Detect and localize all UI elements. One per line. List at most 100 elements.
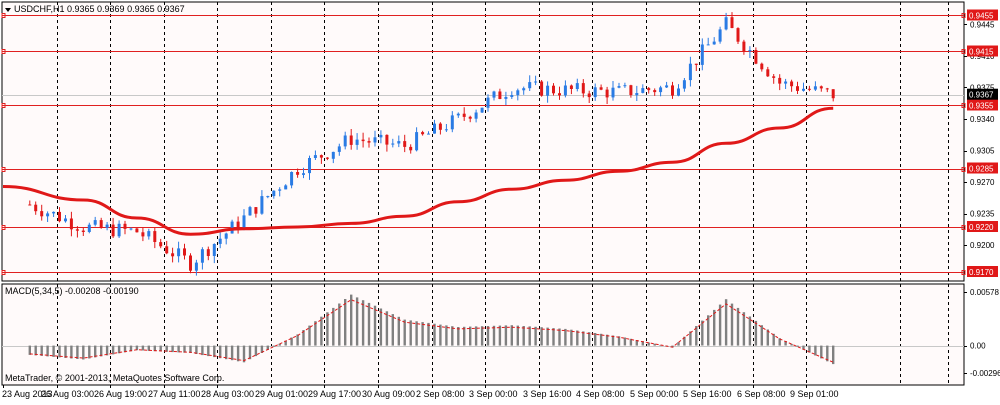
- macd-bar: [242, 345, 246, 363]
- candle-body: [284, 185, 288, 190]
- macd-bar: [344, 299, 347, 346]
- macd-bar: [713, 309, 716, 346]
- macd-bar: [320, 316, 323, 346]
- candle-body: [450, 115, 454, 130]
- macd-bar: [213, 345, 216, 358]
- macd-tick-label: 0.00: [970, 342, 986, 351]
- macd-bar: [784, 341, 787, 346]
- macd-bar: [611, 335, 615, 346]
- candle-body: [736, 28, 740, 42]
- symbol-header: USDCHF,H1 0.9365 0.9369 0.9365 0.9367: [14, 4, 185, 14]
- macd-bar: [445, 325, 448, 346]
- macd-bar: [498, 325, 502, 346]
- candle-body: [290, 172, 294, 186]
- macd-bar: [100, 345, 103, 357]
- macd-bar: [564, 328, 567, 346]
- candle-body: [99, 220, 103, 228]
- candle-body: [474, 112, 478, 119]
- macd-bar: [570, 329, 573, 346]
- candle-body: [28, 204, 32, 206]
- macd-bar: [123, 345, 127, 353]
- time-label: 27 Aug 11:00: [148, 389, 200, 399]
- macd-bar: [88, 345, 91, 359]
- candle-body: [462, 113, 466, 117]
- macd-bar: [28, 345, 31, 355]
- candle-body: [492, 91, 496, 98]
- candle-body: [260, 196, 264, 214]
- candle-body: [242, 215, 246, 229]
- candle-body: [123, 223, 127, 229]
- macd-bar: [599, 333, 603, 346]
- macd-bar: [52, 345, 55, 357]
- dropdown-triangle-icon[interactable]: [5, 8, 11, 12]
- macd-bar: [379, 308, 383, 346]
- time-label: 30 Aug 09:00: [362, 389, 415, 399]
- price-plot-area[interactable]: [1, 1, 965, 282]
- candle-body: [611, 87, 615, 98]
- macd-bar: [94, 345, 97, 358]
- candle-body: [593, 87, 597, 98]
- macd-bar: [641, 341, 644, 346]
- candle-body: [659, 87, 663, 93]
- macd-bar: [718, 304, 722, 346]
- current-price-label: 0.9367: [969, 91, 994, 100]
- candle-body: [671, 85, 674, 96]
- macd-bar: [302, 330, 305, 346]
- candle-body: [569, 85, 573, 89]
- candle-body: [784, 81, 788, 84]
- level-price-tag: [967, 221, 998, 232]
- macd-bar: [451, 326, 454, 346]
- candle-body: [111, 224, 115, 237]
- candle-body: [141, 232, 145, 237]
- candle-body: [64, 218, 67, 222]
- candle-body: [528, 82, 532, 89]
- level-price-tag: [967, 9, 998, 21]
- level-price-tag: [967, 99, 998, 111]
- candle-body: [189, 255, 192, 271]
- macd-bar: [46, 345, 49, 357]
- candle-body: [742, 41, 746, 52]
- candle-body: [581, 83, 585, 94]
- macd-bar: [647, 342, 650, 346]
- candle-body: [331, 151, 335, 159]
- macd-bar: [308, 325, 311, 346]
- level-price-tag: [967, 45, 998, 57]
- macd-bar: [748, 316, 752, 346]
- macd-bar: [546, 327, 549, 346]
- candle-body: [635, 93, 639, 96]
- candle-body: [546, 85, 550, 96]
- level-price-label: 0.9455: [969, 12, 994, 21]
- macd-bar: [82, 345, 85, 360]
- candle-body: [438, 123, 442, 130]
- macd-bar: [248, 345, 252, 360]
- candle-body: [700, 44, 704, 65]
- candle-body: [831, 89, 835, 99]
- price-tick-label: 0.9235: [970, 210, 995, 219]
- macd-bar: [754, 320, 758, 346]
- macd-bar: [70, 345, 73, 359]
- candle-body: [688, 63, 692, 81]
- candle-body: [206, 249, 210, 256]
- macd-bar: [796, 345, 799, 347]
- candle-body: [254, 207, 258, 214]
- macd-bar: [594, 333, 597, 346]
- candle-body: [480, 107, 484, 113]
- macd-bar: [34, 345, 37, 356]
- macd-bar: [165, 345, 168, 352]
- macd-bar: [582, 331, 585, 346]
- candle-body: [665, 85, 669, 88]
- candle-body: [87, 224, 91, 232]
- candle-body: [302, 173, 305, 175]
- macd-bar: [474, 326, 478, 346]
- candle-body: [819, 86, 823, 89]
- macd-bar: [385, 311, 389, 346]
- candle-body: [427, 133, 430, 135]
- price-tick-label: 0.9445: [970, 21, 995, 30]
- candle-body: [563, 85, 567, 96]
- macd-bar: [195, 345, 198, 354]
- macd-bar: [76, 345, 79, 359]
- level-anchor: [961, 103, 966, 108]
- macd-bar: [588, 332, 591, 346]
